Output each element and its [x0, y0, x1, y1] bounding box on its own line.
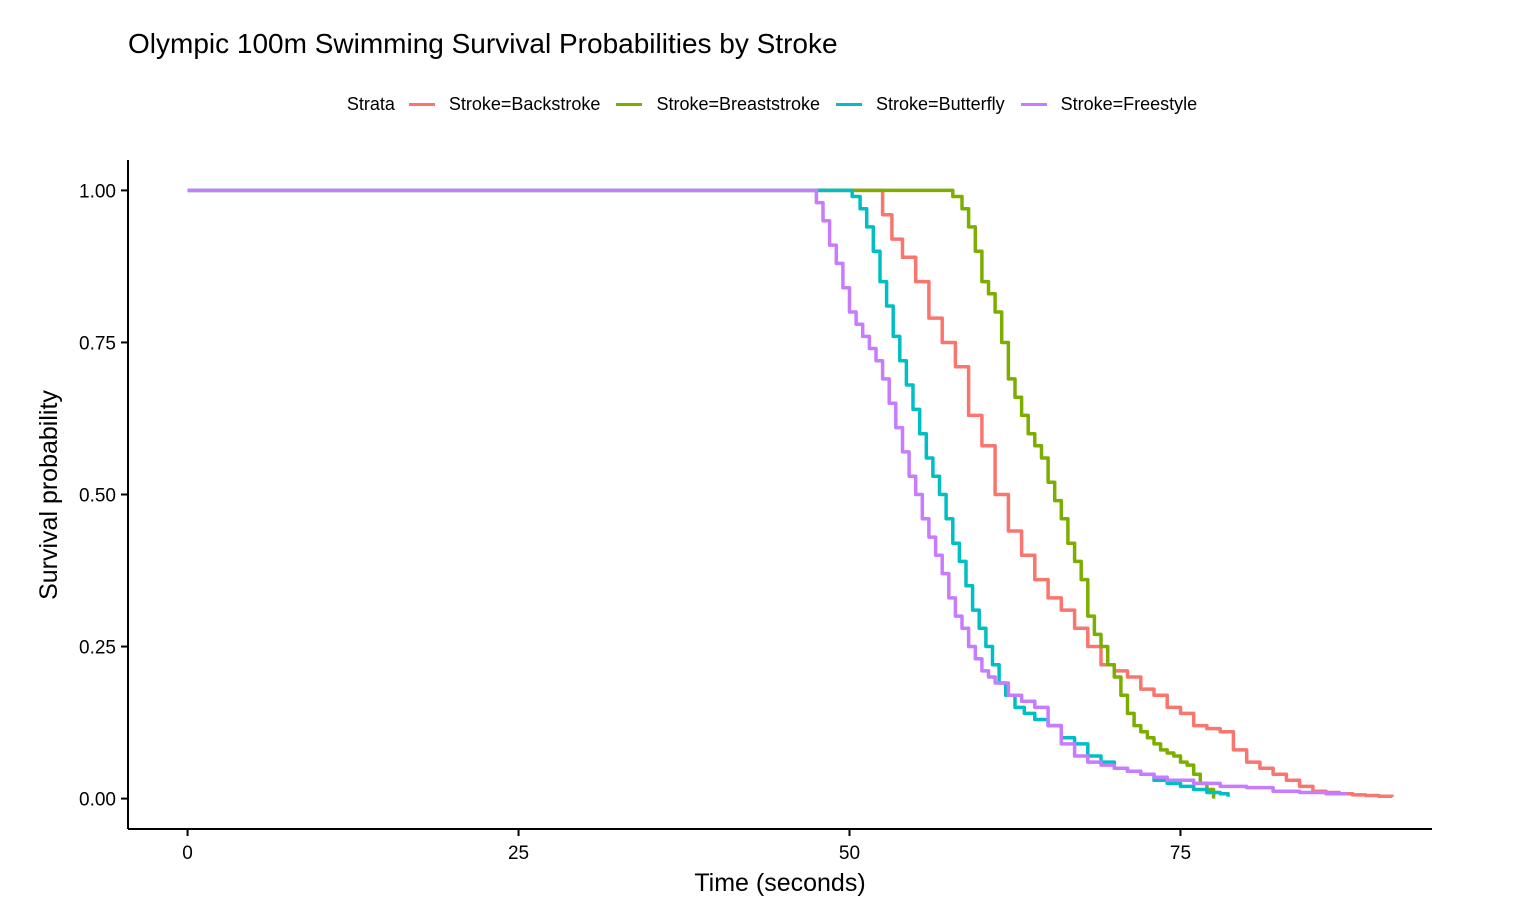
- legend-title: Strata: [346, 94, 395, 114]
- x-tick-label: 50: [839, 843, 860, 864]
- legend-key-backstroke: [408, 103, 435, 106]
- legend-label-freestyle: Stroke=Freestyle: [1060, 94, 1198, 114]
- y-tick-label: 0.50: [79, 486, 116, 507]
- series-layer: [187, 188, 1395, 799]
- y-ticks: 0.00 0.25 0.50 0.75 1.00: [79, 181, 128, 811]
- legend-key-breaststroke: [616, 103, 643, 106]
- series-line-freestyle: [187, 188, 1348, 796]
- series-line-backstroke: [187, 188, 1395, 798]
- legend-label-backstroke: Stroke=Backstroke: [448, 94, 601, 114]
- legend-item-butterfly: Stroke=Butterfly: [836, 94, 1005, 115]
- legend-label-breaststroke: Stroke=Breaststroke: [656, 94, 821, 114]
- y-tick-label: 1.00: [79, 181, 116, 202]
- x-axis-title: Time (seconds): [694, 869, 865, 897]
- y-tick-label: 0.75: [79, 333, 116, 354]
- x-ticks: 0 25 50 75: [182, 829, 1191, 864]
- x-tick-label: 25: [508, 843, 529, 864]
- legend-item-breaststroke: Stroke=Breaststroke: [616, 94, 820, 115]
- legend-key-freestyle: [1020, 103, 1047, 106]
- legend-item-backstroke: Stroke=Backstroke: [408, 94, 601, 115]
- x-tick-label: 75: [1170, 843, 1191, 864]
- series-line-breaststroke: [187, 188, 1216, 799]
- y-tick-label: 0.00: [79, 790, 116, 811]
- y-axis-title: Survival probability: [35, 390, 63, 600]
- legend-key-butterfly: [836, 103, 863, 106]
- series-line-butterfly: [187, 188, 1230, 797]
- x-tick-label: 0: [182, 843, 193, 864]
- chart-title: Olympic 100m Swimming Survival Probabili…: [128, 28, 838, 59]
- legend: Strata Stroke=Backstroke Stroke=Breastst…: [0, 94, 1528, 115]
- legend-item-freestyle: Stroke=Freestyle: [1020, 94, 1198, 115]
- legend-label-butterfly: Stroke=Butterfly: [876, 94, 1005, 114]
- y-tick-label: 0.25: [79, 638, 116, 659]
